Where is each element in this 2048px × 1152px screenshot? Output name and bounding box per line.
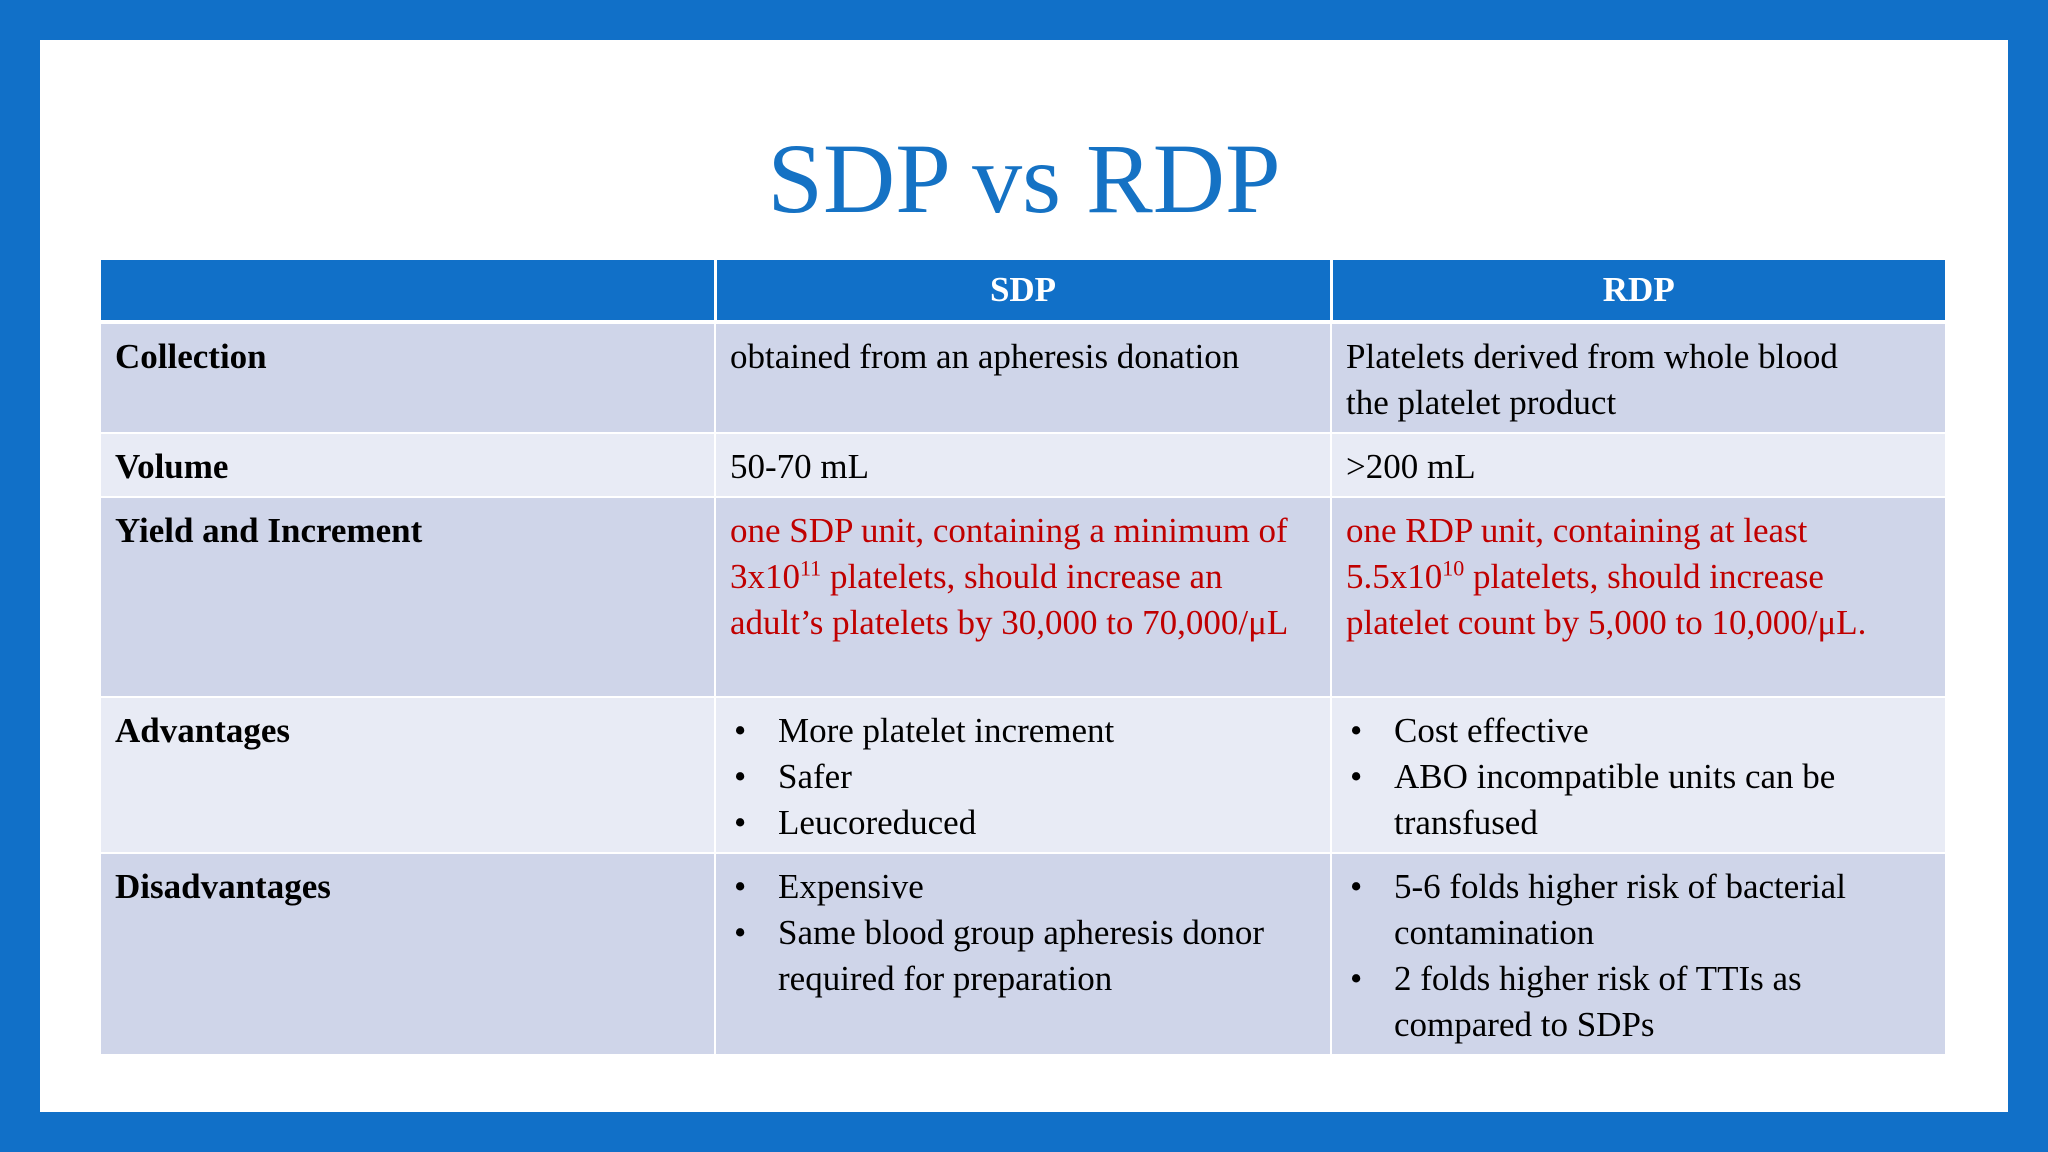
table-row: Advantages • More platelet increment • Saf… bbox=[101, 697, 1945, 854]
list-item: • 5-6 folds higher risk of bacterial cont… bbox=[1346, 864, 1931, 956]
rdp-advantages-list: • Cost effective • ABO incompatible units … bbox=[1346, 708, 1931, 846]
list-item: • Same blood group apheresis donor requir… bbox=[730, 910, 1316, 1002]
row-label-advantages: Advantages bbox=[101, 697, 716, 854]
list-item-text: Leucoreduced bbox=[778, 803, 977, 842]
bullet-icon: • bbox=[734, 711, 747, 750]
table-row: Disadvantages • Expensive • Same blood gro… bbox=[101, 853, 1945, 1056]
sdp-yield-text-post: platelets, should increase an adult’s pl… bbox=[730, 557, 1289, 642]
list-item-text: Safer bbox=[778, 757, 852, 796]
list-item: • Expensive bbox=[730, 864, 1316, 910]
list-item-text: Same blood group apheresis donor require… bbox=[778, 913, 1265, 998]
bullet-icon: • bbox=[734, 867, 747, 906]
table-row: Volume 50-70 mL >200 mL bbox=[101, 433, 1945, 498]
cell-rdp-volume: >200 mL bbox=[1331, 433, 1945, 498]
cell-rdp-disadvantages: • 5-6 folds higher risk of bacterial cont… bbox=[1331, 853, 1945, 1056]
cell-rdp-advantages: • Cost effective • ABO incompatible units … bbox=[1331, 697, 1945, 854]
header-sdp: SDP bbox=[715, 260, 1333, 324]
rdp-yield-text-post: platelets, should increase platelet coun… bbox=[1346, 557, 1867, 642]
list-item-text: More platelet increment bbox=[778, 711, 1115, 750]
table-row: Collection obtained from an apheresis do… bbox=[101, 322, 1945, 434]
header-rdp: RDP bbox=[1331, 260, 1945, 324]
list-item-text: Cost effective bbox=[1394, 711, 1589, 750]
list-item-text: ABO incompatible units can be transfused bbox=[1394, 757, 1836, 842]
sdp-yield-text-pre: one SDP unit, containing a minimum of 3x… bbox=[730, 511, 1288, 596]
list-item: • Cost effective bbox=[1346, 708, 1931, 754]
list-item-text: Expensive bbox=[778, 867, 924, 906]
list-item-text: 2 folds higher risk of TTIs as compared … bbox=[1394, 959, 1802, 1044]
cell-sdp-volume: 50-70 mL bbox=[715, 433, 1332, 498]
list-item: • ABO incompatible units can be transfuse… bbox=[1346, 754, 1931, 846]
row-label-volume: Volume bbox=[101, 433, 716, 498]
comparison-table: SDP RDP Collection obtained from an aphe… bbox=[101, 260, 1945, 1056]
bullet-icon: • bbox=[1350, 711, 1363, 750]
row-label-yield: Yield and Increment bbox=[101, 497, 716, 698]
table-header-row: SDP RDP bbox=[101, 260, 1945, 324]
slide: SDP vs RDP SDP RDP Collection obtained f… bbox=[40, 40, 2008, 1112]
list-item-text: 5-6 folds higher risk of bacterial conta… bbox=[1394, 867, 1846, 952]
row-label-collection: Collection bbox=[101, 322, 716, 434]
cell-rdp-collection: Platelets derived from whole blood the p… bbox=[1331, 322, 1945, 434]
sdp-advantages-list: • More platelet increment • Safer • Leucore… bbox=[730, 708, 1316, 846]
header-empty bbox=[101, 260, 717, 324]
cell-rdp-collection-line2: the platelet product bbox=[1346, 383, 1617, 422]
rdp-yield-text-pre: one RDP unit, containing at least 5.5x10 bbox=[1346, 511, 1808, 596]
bullet-icon: • bbox=[1350, 757, 1363, 796]
cell-sdp-collection: obtained from an apheresis donation bbox=[715, 322, 1332, 434]
bullet-icon: • bbox=[734, 803, 747, 842]
list-item: • Leucoreduced bbox=[730, 800, 1316, 846]
list-item: • More platelet increment bbox=[730, 708, 1316, 754]
cell-sdp-yield: one SDP unit, containing a minimum of 3x… bbox=[715, 497, 1332, 698]
rdp-disadvantages-list: • 5-6 folds higher risk of bacterial cont… bbox=[1346, 864, 1931, 1048]
row-label-disadvantages: Disadvantages bbox=[101, 853, 716, 1056]
bullet-icon: • bbox=[1350, 959, 1363, 998]
cell-rdp-collection-line1: Platelets derived from whole blood bbox=[1346, 337, 1838, 376]
sdp-yield-exponent: 11 bbox=[800, 555, 822, 581]
bullet-icon: • bbox=[1350, 867, 1363, 906]
sdp-disadvantages-list: • Expensive • Same blood group apheresis d… bbox=[730, 864, 1316, 1002]
table-row: Yield and Increment one SDP unit, contai… bbox=[101, 497, 1945, 698]
rdp-yield-exponent: 10 bbox=[1442, 555, 1465, 581]
cell-sdp-advantages: • More platelet increment • Safer • Leucore… bbox=[715, 697, 1332, 854]
slide-title: SDP vs RDP bbox=[767, 123, 1281, 234]
list-item: • Safer bbox=[730, 754, 1316, 800]
bullet-icon: • bbox=[734, 913, 747, 952]
cell-rdp-yield: one RDP unit, containing at least 5.5x10… bbox=[1331, 497, 1945, 698]
list-item: • 2 folds higher risk of TTIs as compared… bbox=[1346, 956, 1931, 1048]
bullet-icon: • bbox=[734, 757, 747, 796]
cell-sdp-disadvantages: • Expensive • Same blood group apheresis d… bbox=[715, 853, 1332, 1056]
